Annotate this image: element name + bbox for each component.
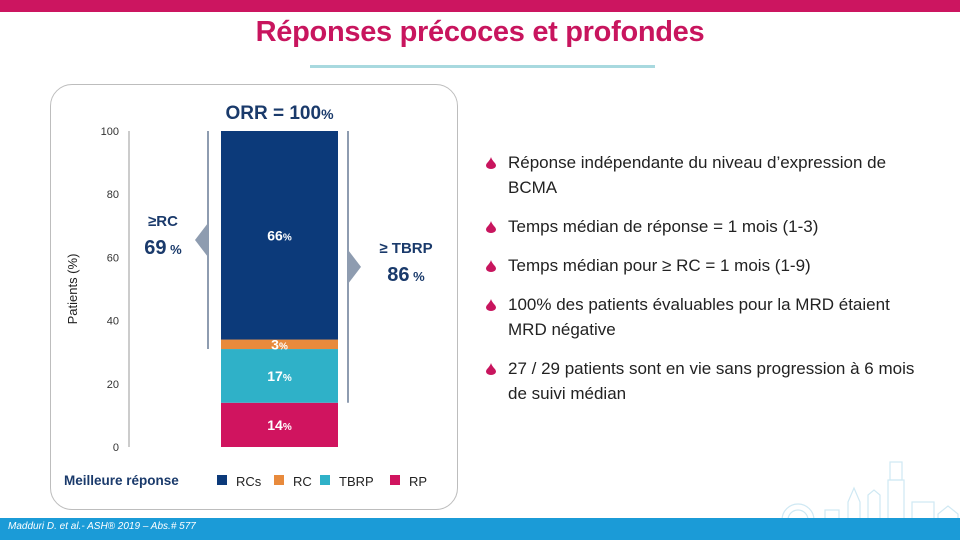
drop-bullet-icon [486,221,496,233]
title-underline [310,65,655,68]
legend-swatch-rc [274,475,284,485]
drop-bullet-icon [486,157,496,169]
bar-segment-rc [221,339,338,350]
bar-segment-tbrp [221,349,338,403]
annotation-label: ≥ TBRP [379,240,432,257]
annotation-label: ≥RC [148,213,178,230]
slide-title: Réponses précoces et profondes [255,16,705,48]
y-tick-label: 40 [107,316,119,328]
bar-data-label: 14% [267,417,292,433]
top-accent-bar [0,0,960,12]
annotation-value: 69 % [144,237,182,259]
drop-bullet-icon [486,363,496,375]
y-axis-label: Patients (%) [65,254,80,325]
chart-title: ORR = 100% [225,103,334,124]
bullet-text: Réponse indépendante du niveau d’express… [508,153,887,197]
legend-label: RP [409,474,427,489]
bracket-arrow-right-icon [348,249,361,284]
bullet-text: Temps médian pour ≥ RC = 1 mois (1-9) [508,256,811,275]
bullet-list: Réponse indépendante du niveau d’express… [486,150,916,420]
bar-data-label: 17% [267,368,292,384]
legend-swatch-rp [390,475,400,485]
y-tick-label: 80 [107,189,119,201]
bullet-text: 27 / 29 patients sont en vie sans progre… [508,359,915,403]
bullet-text: 100% des patients évaluables pour la MRD… [508,295,890,339]
bar-data-label: 66% [267,227,292,243]
legend-label: RCs [236,474,262,489]
y-tick-label: 0 [113,442,119,454]
y-tick-label: 60 [107,252,119,264]
bracket-arrow-left-icon [195,223,208,258]
legend-swatch-rcs [217,475,227,485]
bullet-item: Temps médian pour ≥ RC = 1 mois (1-9) [486,253,916,278]
annotation-value: 86 % [387,264,425,286]
bullet-text: Temps médian de réponse = 1 mois (1-3) [508,217,819,236]
bar-segment-rp [221,402,338,447]
bullet-item: 100% des patients évaluables pour la MRD… [486,292,916,342]
bar-segment-rcs [221,131,338,340]
drop-bullet-icon [486,260,496,272]
footer-citation: Madduri D. et al.- ASH® 2019 – Abs.# 577 [8,521,196,532]
legend-title: Meilleure réponse [64,473,179,488]
bar-data-label: 3% [271,336,288,352]
bullet-item: Réponse indépendante du niveau d’express… [486,150,916,200]
y-tick-label: 20 [107,379,119,391]
legend-label: TBRP [339,474,374,489]
drop-bullet-icon [486,299,496,311]
bullet-item: 27 / 29 patients sont en vie sans progre… [486,356,916,406]
chart-panel: 0 20 40 60 80 100 Patients (%) ORR = 100% 14% 17%… [50,84,458,510]
legend-label: RC [293,474,312,489]
footer-bar: Madduri D. et al.- ASH® 2019 – Abs.# 577 [0,518,960,540]
y-tick-label: 100 [101,126,119,138]
stacked-bar-chart: 0 20 40 60 80 100 Patients (%) ORR = 100% 14% 17%… [64,103,433,489]
legend-swatch-tbrp [320,475,330,485]
bullet-item: Temps médian de réponse = 1 mois (1-3) [486,214,916,239]
